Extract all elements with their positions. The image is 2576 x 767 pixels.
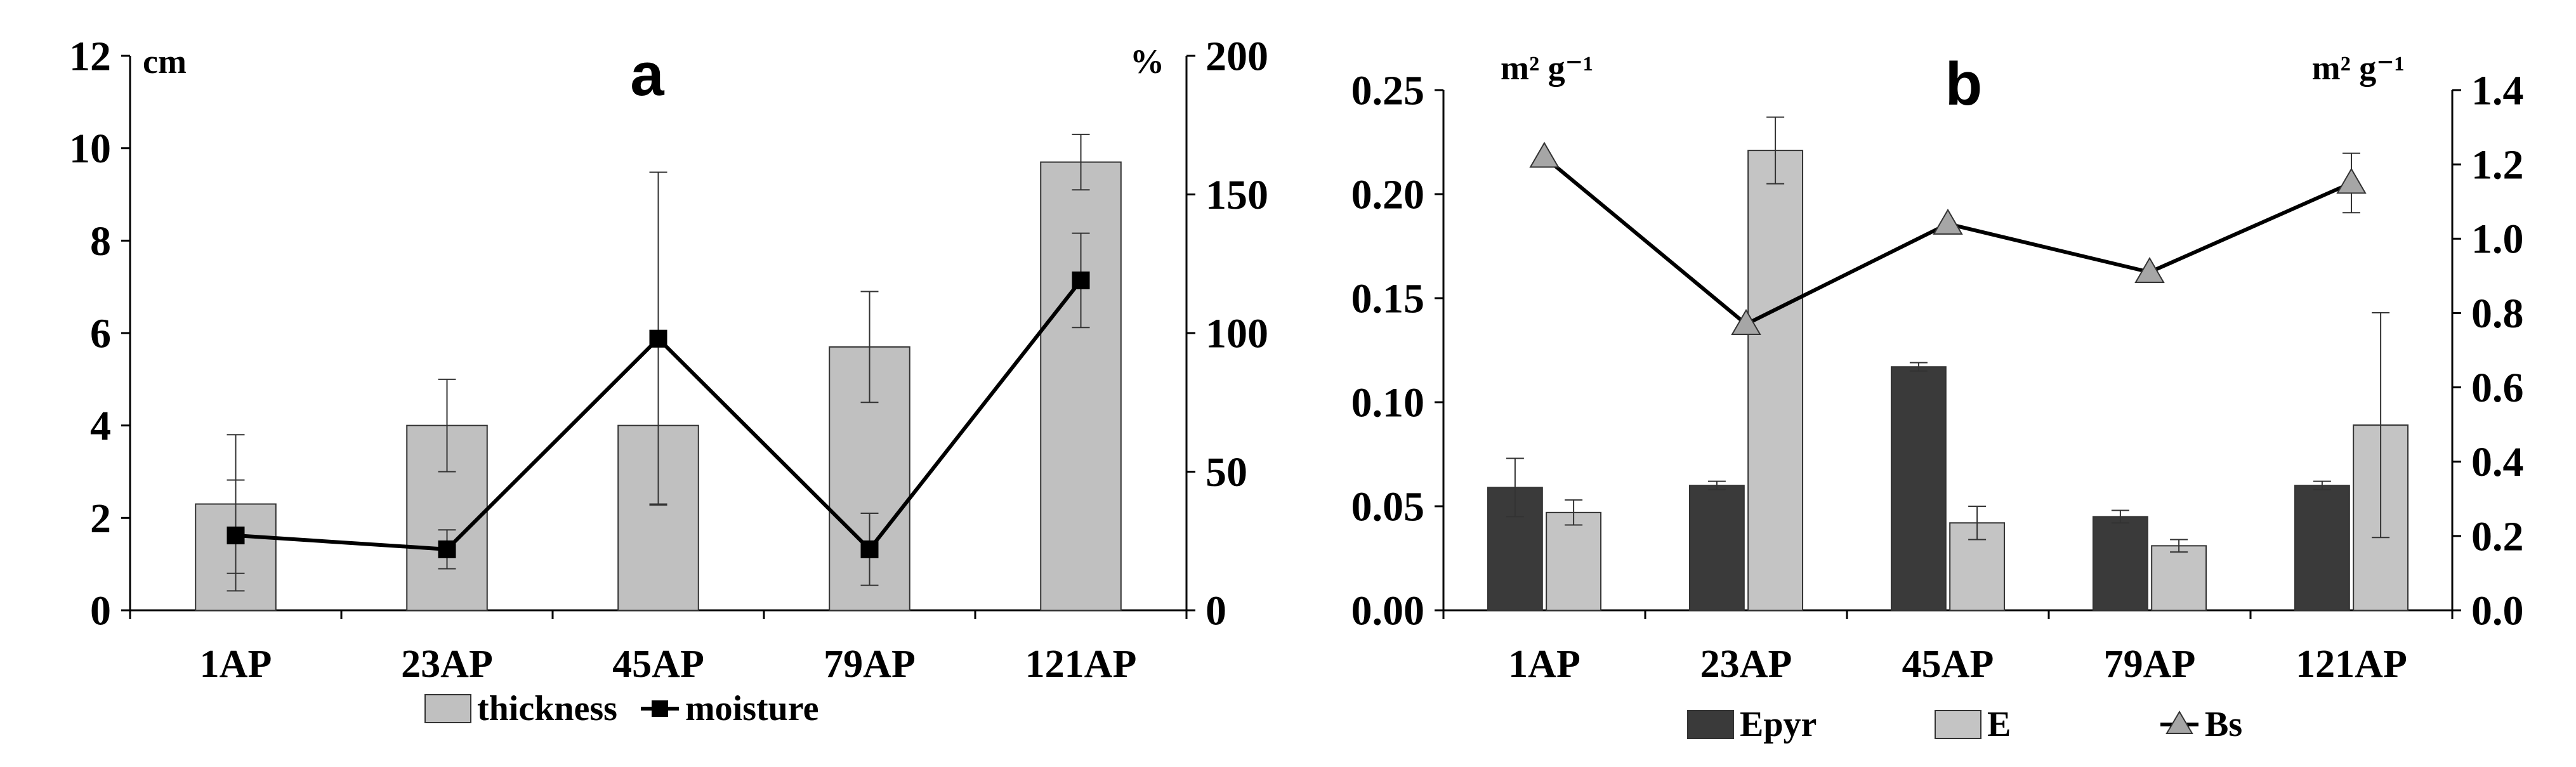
panel-a-right-tick-label: 50 <box>1206 449 1247 495</box>
panel-a-left-tick-label: 2 <box>90 495 111 542</box>
panel-a-left-unit-label: cm <box>143 43 187 81</box>
panel-b-right-tick-label: 0.4 <box>2471 439 2524 485</box>
panel-b-point-bs-79ap <box>2134 257 2165 283</box>
panel-b-right-tick-label: 0.8 <box>2471 291 2524 337</box>
panel-a-legend-label-thickness: thickness <box>477 689 617 728</box>
panel-b-legend-swatch-epyr <box>1687 710 1734 739</box>
panel-a-x-tick-label: 79AP <box>824 643 916 686</box>
panel-b-bar-epyr-79ap <box>2092 516 2148 612</box>
panel-b-legend-marker-bs <box>2165 711 2193 734</box>
panel-b-legend-label-bs: Bs <box>2205 705 2242 744</box>
panel-b-bar-e-79ap <box>2151 545 2207 612</box>
panel-b-point-bs-1ap <box>1529 141 1560 168</box>
panel-b-legend-label-e: E <box>1987 705 2011 744</box>
panel-a-right-tick-label: 200 <box>1206 33 1268 79</box>
panel-b-bar-epyr-121ap <box>2294 485 2350 612</box>
panel-b-point-bs-45ap <box>1933 208 1963 235</box>
panel-a-left-tick-label: 0 <box>90 587 111 634</box>
panel-b-right-tick-label: 0.6 <box>2471 365 2524 411</box>
panel-a-right-tick-label: 0 <box>1206 587 1226 634</box>
panel-b-right-unit-label: m² g⁻¹ <box>2312 49 2405 87</box>
panel-b-right-tick-label: 1.0 <box>2471 216 2524 263</box>
panel-b-left-tick-label: 0.20 <box>1351 171 1425 218</box>
panel-b-right-tick-label: 1.4 <box>2471 67 2524 114</box>
panel-b-left-tick-label: 0.00 <box>1351 587 1425 634</box>
panel-b-x-tick-label: 23AP <box>1700 643 1792 686</box>
panel-b-left-unit-label: m² g⁻¹ <box>1501 49 1593 87</box>
panel-a-bar-thickness-121ap <box>1040 161 1122 611</box>
panel-a-legend-swatch-thickness <box>424 694 471 723</box>
panel-b-left-tick-label: 0.25 <box>1351 67 1425 114</box>
panel-a-legend-marker-moisture <box>652 700 668 717</box>
panel-a-point-moisture-1ap <box>227 527 245 545</box>
panel-a-left-tick-label: 4 <box>90 403 111 449</box>
panel-b-x-tick-label: 79AP <box>2104 643 2196 686</box>
panel-a-point-moisture-121ap <box>1072 271 1090 289</box>
panel-a-point-moisture-45ap <box>649 329 667 348</box>
panel-b-bar-e-1ap <box>1546 511 1602 612</box>
panel-b-left-tick-label: 0.15 <box>1351 275 1425 322</box>
panel-b-left-tick-label: 0.10 <box>1351 379 1425 426</box>
panel-a-left-tick-label: 6 <box>90 310 111 357</box>
panel-a-point-moisture-23ap <box>438 540 456 558</box>
panel-a-right-unit-label: % <box>1130 43 1164 81</box>
panel-b-bar-epyr-45ap <box>1890 366 1947 611</box>
panel-a-left-tick-label: 8 <box>90 218 111 265</box>
panel-b-line-bs <box>1543 155 2353 327</box>
panel-b-right-tick-label: 0.0 <box>2471 587 2524 634</box>
panel-a-letter: a <box>630 41 664 108</box>
panel-a-x-tick-label: 121AP <box>1025 643 1137 686</box>
panel-a-x-tick-label: 45AP <box>612 643 704 686</box>
panel-a-x-tick-label: 23AP <box>401 643 493 686</box>
panel-a-left-tick-label: 10 <box>69 126 111 172</box>
panel-a-left-tick-label: 12 <box>69 33 111 79</box>
panel-b-legend-label-epyr: Epyr <box>1740 705 1817 744</box>
panel-a-right-tick-label: 150 <box>1206 172 1268 218</box>
panel-a-point-moisture-79ap <box>860 540 879 558</box>
panel-b-x-tick-label: 1AP <box>1508 643 1580 686</box>
panel-b-x-tick-label: 121AP <box>2296 643 2407 686</box>
panel-b-right-tick-label: 0.2 <box>2471 513 2524 560</box>
panel-b-bar-e-23ap <box>1747 150 1804 611</box>
panel-b-point-bs-121ap <box>2336 167 2367 194</box>
panel-a-legend-label-moisture: moisture <box>685 689 819 728</box>
panel-b-bar-epyr-23ap <box>1688 485 1745 612</box>
panel-b-legend-swatch-e <box>1935 710 1981 739</box>
panel-b-point-bs-23ap <box>1731 309 1761 335</box>
panel-b-right-tick-label: 1.2 <box>2471 142 2524 188</box>
panel-b-letter: b <box>1945 50 1983 118</box>
panel-b-left-tick-label: 0.05 <box>1351 483 1425 530</box>
panel-b-x-tick-label: 45AP <box>1902 643 1994 686</box>
panel-a-right-tick-label: 100 <box>1206 310 1268 357</box>
panel-a-x-tick-label: 1AP <box>200 643 272 686</box>
